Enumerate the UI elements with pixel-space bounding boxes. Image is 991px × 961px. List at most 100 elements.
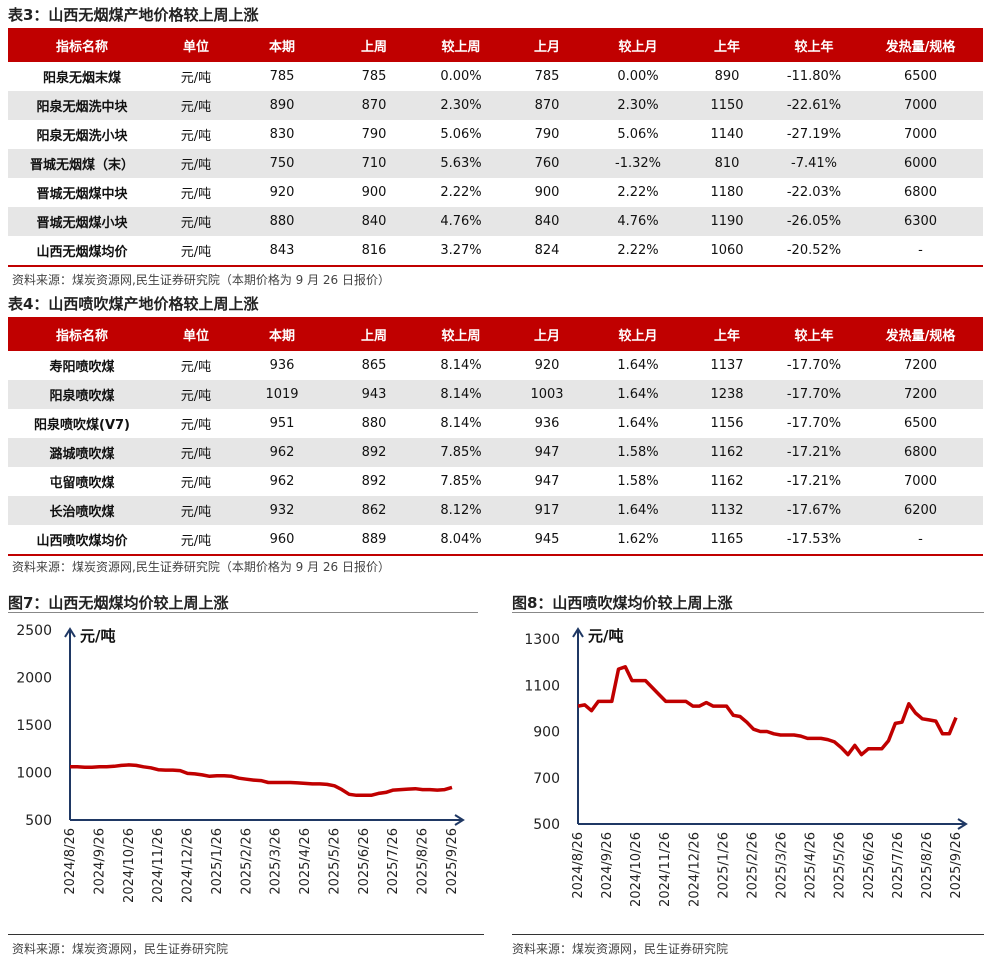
x-tick-label: 2025/9/26 [445,828,460,895]
table-cell: 900 [361,185,387,200]
x-tick-label: 2024/12/26 [687,832,702,907]
table-cell: -26.05% [770,207,858,236]
table-cell: -7.41% [770,149,858,178]
row-name-cell: 寿阳喷吹煤 [49,360,115,375]
table-cell: 962 [236,438,328,467]
table-cell: 1137 [710,358,744,373]
y-tick-label: 2500 [16,623,52,639]
table-cell: -22.03% [786,185,842,200]
table-cell: 1.58% [617,474,659,489]
column-header: 上年 [684,317,770,351]
table-row: 阳泉无烟末煤 元/吨 785 785 0.00% 785 0.00% 890 -11.80% 65… [8,62,983,91]
table-cell: 1150 [684,91,770,120]
row-name-cell: 阳泉无烟洗中块 [8,91,156,120]
y-tick-label: 1000 [16,766,52,782]
table-cell: 8.04% [420,525,502,556]
column-header: 较上年 [770,317,858,351]
figure8-title: 图8：山西喷吹煤均价较上周上涨 [512,594,733,612]
table-cell: 870 [328,91,420,120]
row-name-cell: 阳泉无烟末煤 [42,71,121,86]
x-tick-label: 2025/2/26 [745,832,760,899]
table-cell: 8.14% [420,380,502,409]
column-header: 较上月 [592,317,684,351]
table-cell: 1060 [684,236,770,267]
table-cell: 936 [534,416,560,431]
table3-source: 资料来源：煤炭资源网,民生证券研究院（本期价格为 9 月 26 日报价） [12,273,390,287]
table-cell: 元/吨 [156,236,236,267]
table-cell: 862 [328,496,420,525]
table-header-row: 指标名称 单位 本期 上周 较上周 上月 较上月 上年 较上年 发热量/规格 [8,28,983,62]
x-tick-label: 2025/1/26 [210,828,225,895]
table-cell: 865 [361,358,387,373]
table-cell: 4.76% [420,207,502,236]
table-row: 阳泉无烟洗中块 元/吨 890 870 2.30% 870 2.30% 1150 -22.61%… [8,91,983,120]
table-cell: 6800 [903,185,938,200]
footer-rule [8,934,484,935]
table-cell: 1180 [710,185,744,200]
table-cell: 889 [328,525,420,556]
table-cell: 943 [328,380,420,409]
table-cell: 880 [236,207,328,236]
table-cell: 947 [502,438,592,467]
table-cell: -17.70% [770,380,858,409]
table-cell: 元/吨 [180,476,212,491]
table-cell: 0.00% [617,69,659,84]
table-cell: 7000 [903,127,938,142]
y-tick-label: 1100 [524,678,560,694]
table-row: 山西无烟煤均价 元/吨 843 816 3.27% 824 2.22% 1060 -20.52%… [8,236,983,267]
row-name-cell: 长治喷吹煤 [8,496,156,525]
table-cell: 1238 [684,380,770,409]
table-cell: 824 [502,236,592,267]
y-axis-arrow [572,627,584,638]
table-cell: 932 [236,496,328,525]
table-cell: 1.64% [592,380,684,409]
table-cell: -11.80% [786,69,842,84]
column-header: 较上周 [420,317,502,351]
table-cell: 元/吨 [156,438,236,467]
table-cell: 1132 [684,496,770,525]
table-cell: 785 [534,69,560,84]
table-cell: -17.21% [770,438,858,467]
figure7-source: 资料来源：煤炭资源网，民生证券研究院 [12,942,229,956]
table-cell: 1019 [236,380,328,409]
row-name-cell: 潞城喷吹煤 [8,438,156,467]
table-cell: 1.64% [592,496,684,525]
table-cell: 892 [328,438,420,467]
x-tick-label: 2025/7/26 [386,828,401,895]
table-cell: 790 [534,127,560,142]
row-name-cell: 山西喷吹煤均价 [8,525,156,556]
x-tick-label: 2025/8/26 [920,832,935,899]
table-cell: 1190 [684,207,770,236]
table-cell: 6000 [858,149,983,178]
figure7-title-rule [8,612,478,613]
table-cell: 843 [236,236,328,267]
table-cell: -17.21% [786,474,842,489]
table-cell: 5.06% [617,127,659,142]
table-cell: 6500 [903,69,938,84]
footer-rule-right [512,934,984,935]
table-cell: 1140 [710,127,744,142]
table-cell: 7000 [903,474,938,489]
y-axis-arrow [64,627,76,638]
table-cell: 945 [502,525,592,556]
table-row: 潞城喷吹煤 元/吨 962 892 7.85% 947 1.58% 1162 -17.21% 68… [8,438,983,467]
table-cell: 元/吨 [180,418,212,433]
table-cell: 1.58% [592,438,684,467]
table-cell: 816 [328,236,420,267]
table-cell: 785 [269,69,295,84]
table-cell: 810 [684,149,770,178]
table-cell: 1.62% [592,525,684,556]
x-tick-label: 2024/11/26 [658,832,673,907]
x-axis-arrow [957,818,968,830]
table-row: 晋城无烟煤小块 元/吨 880 840 4.76% 840 4.76% 1190 -26.05%… [8,207,983,236]
y-tick-label: 500 [25,813,52,829]
table-cell: 3.27% [420,236,502,267]
table-cell: 870 [502,91,592,120]
column-header: 指标名称 [8,28,156,62]
x-tick-label: 2025/4/26 [804,832,819,899]
table-cell: 920 [534,358,560,373]
price-series-line [577,665,958,757]
table-cell: 2.22% [617,185,659,200]
table-row: 晋城无烟煤（末） 元/吨 750 710 5.63% 760 -1.32% 810 -7.41%… [8,149,983,178]
x-tick-label: 2024/11/26 [151,828,166,903]
